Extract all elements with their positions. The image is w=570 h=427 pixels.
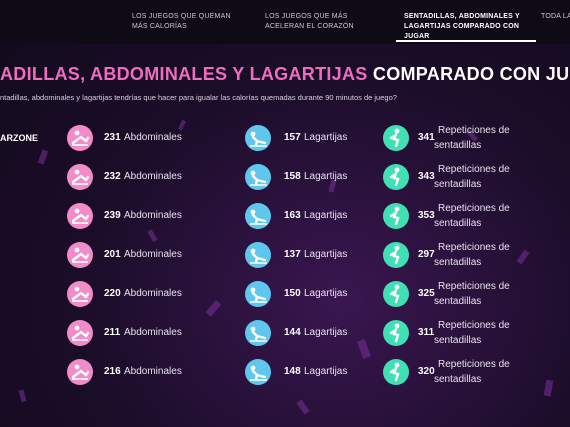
count-value: 211 [104, 327, 121, 338]
count-value: 320 [418, 366, 435, 377]
exercise-icon [245, 320, 271, 346]
exercise-unit: Abdominales [124, 288, 182, 299]
count-value: 297 [418, 249, 435, 260]
exercise-icon [67, 203, 93, 229]
nav-bar [0, 0, 570, 44]
count-value: 157 [284, 132, 301, 143]
exercise-icon [67, 164, 93, 190]
exercise-unit: sentadillas [434, 257, 482, 268]
count-value: 216 [104, 366, 121, 377]
exercise-icon [245, 203, 271, 229]
count-value: 144 [284, 327, 301, 338]
count-value: 137 [284, 249, 301, 260]
exercise-icon [383, 320, 409, 346]
active-tab-underline [396, 40, 536, 42]
count-value: 311 [418, 327, 435, 338]
exercise-unit: Repeticiones de [438, 242, 510, 253]
nav-tab[interactable]: TODA LA I [541, 13, 570, 20]
count-value: 231 [104, 132, 121, 143]
exercise-unit: Lagartijas [304, 288, 348, 299]
game-name: ARZONE [0, 133, 38, 143]
exercise-unit: Abdominales [124, 171, 182, 182]
exercise-unit: Lagartijas [304, 327, 348, 338]
exercise-unit: Abdominales [124, 210, 182, 221]
count-value: 163 [284, 210, 301, 221]
exercise-icon [383, 125, 409, 151]
exercise-unit: sentadillas [434, 140, 482, 151]
nav-tab[interactable]: SENTADILLAS, ABDOMINALES Y LAGARTIJAS CO… [404, 13, 520, 40]
exercise-unit: Lagartijas [304, 132, 348, 143]
exercise-unit: Repeticiones de [438, 359, 510, 370]
count-value: 148 [284, 366, 301, 377]
count-value: 220 [104, 288, 121, 299]
exercise-unit: Lagartijas [304, 366, 348, 377]
exercise-unit: Repeticiones de [438, 320, 510, 331]
title-white: COMPARADO CON JUGAR [372, 64, 570, 84]
exercise-icon [245, 242, 271, 268]
exercise-unit: Abdominales [124, 132, 182, 143]
exercise-icon [67, 281, 93, 307]
count-value: 150 [284, 288, 301, 299]
exercise-icon [383, 242, 409, 268]
count-value: 232 [104, 171, 121, 182]
exercise-icon [383, 164, 409, 190]
exercise-unit: sentadillas [434, 335, 482, 346]
count-value: 343 [418, 171, 435, 182]
exercise-icon [67, 359, 93, 385]
exercise-unit: Abdominales [124, 249, 182, 260]
exercise-unit: Lagartijas [304, 171, 348, 182]
nav-tab[interactable]: LOS JUEGOS QUE MÁS ACELERAN EL CORAZÓN [265, 13, 354, 30]
exercise-unit: Abdominales [124, 327, 182, 338]
page-title: ADILLAS, ABDOMINALES Y LAGARTIJAS COMPAR… [0, 64, 570, 85]
count-value: 158 [284, 171, 301, 182]
exercise-icon [67, 320, 93, 346]
count-value: 201 [104, 249, 121, 260]
exercise-unit: Repeticiones de [438, 125, 510, 136]
exercise-unit: Lagartijas [304, 249, 348, 260]
exercise-icon [383, 359, 409, 385]
exercise-unit: Repeticiones de [438, 203, 510, 214]
exercise-icon [245, 281, 271, 307]
count-value: 341 [418, 132, 435, 143]
exercise-icon [245, 359, 271, 385]
exercise-icon [383, 281, 409, 307]
exercise-icon [67, 242, 93, 268]
exercise-unit: Abdominales [124, 366, 182, 377]
exercise-unit: Repeticiones de [438, 281, 510, 292]
count-value: 325 [418, 288, 435, 299]
exercise-unit: sentadillas [434, 179, 482, 190]
exercise-unit: Repeticiones de [438, 164, 510, 175]
title-pink: ADILLAS, ABDOMINALES Y LAGARTIJAS [0, 64, 368, 84]
count-value: 239 [104, 210, 121, 221]
exercise-icon [245, 125, 271, 151]
exercise-icon [67, 125, 93, 151]
exercise-unit: sentadillas [434, 374, 482, 385]
count-value: 353 [418, 210, 435, 221]
nav-tab[interactable]: LOS JUEGOS QUE QUEMAN MÁS CALORÍAS [132, 13, 231, 30]
exercise-icon [383, 203, 409, 229]
exercise-unit: sentadillas [434, 218, 482, 229]
subtitle: ntadillas, abdominales y lagartijas tend… [0, 93, 397, 102]
exercise-unit: Lagartijas [304, 210, 348, 221]
exercise-unit: sentadillas [434, 296, 482, 307]
exercise-icon [245, 164, 271, 190]
